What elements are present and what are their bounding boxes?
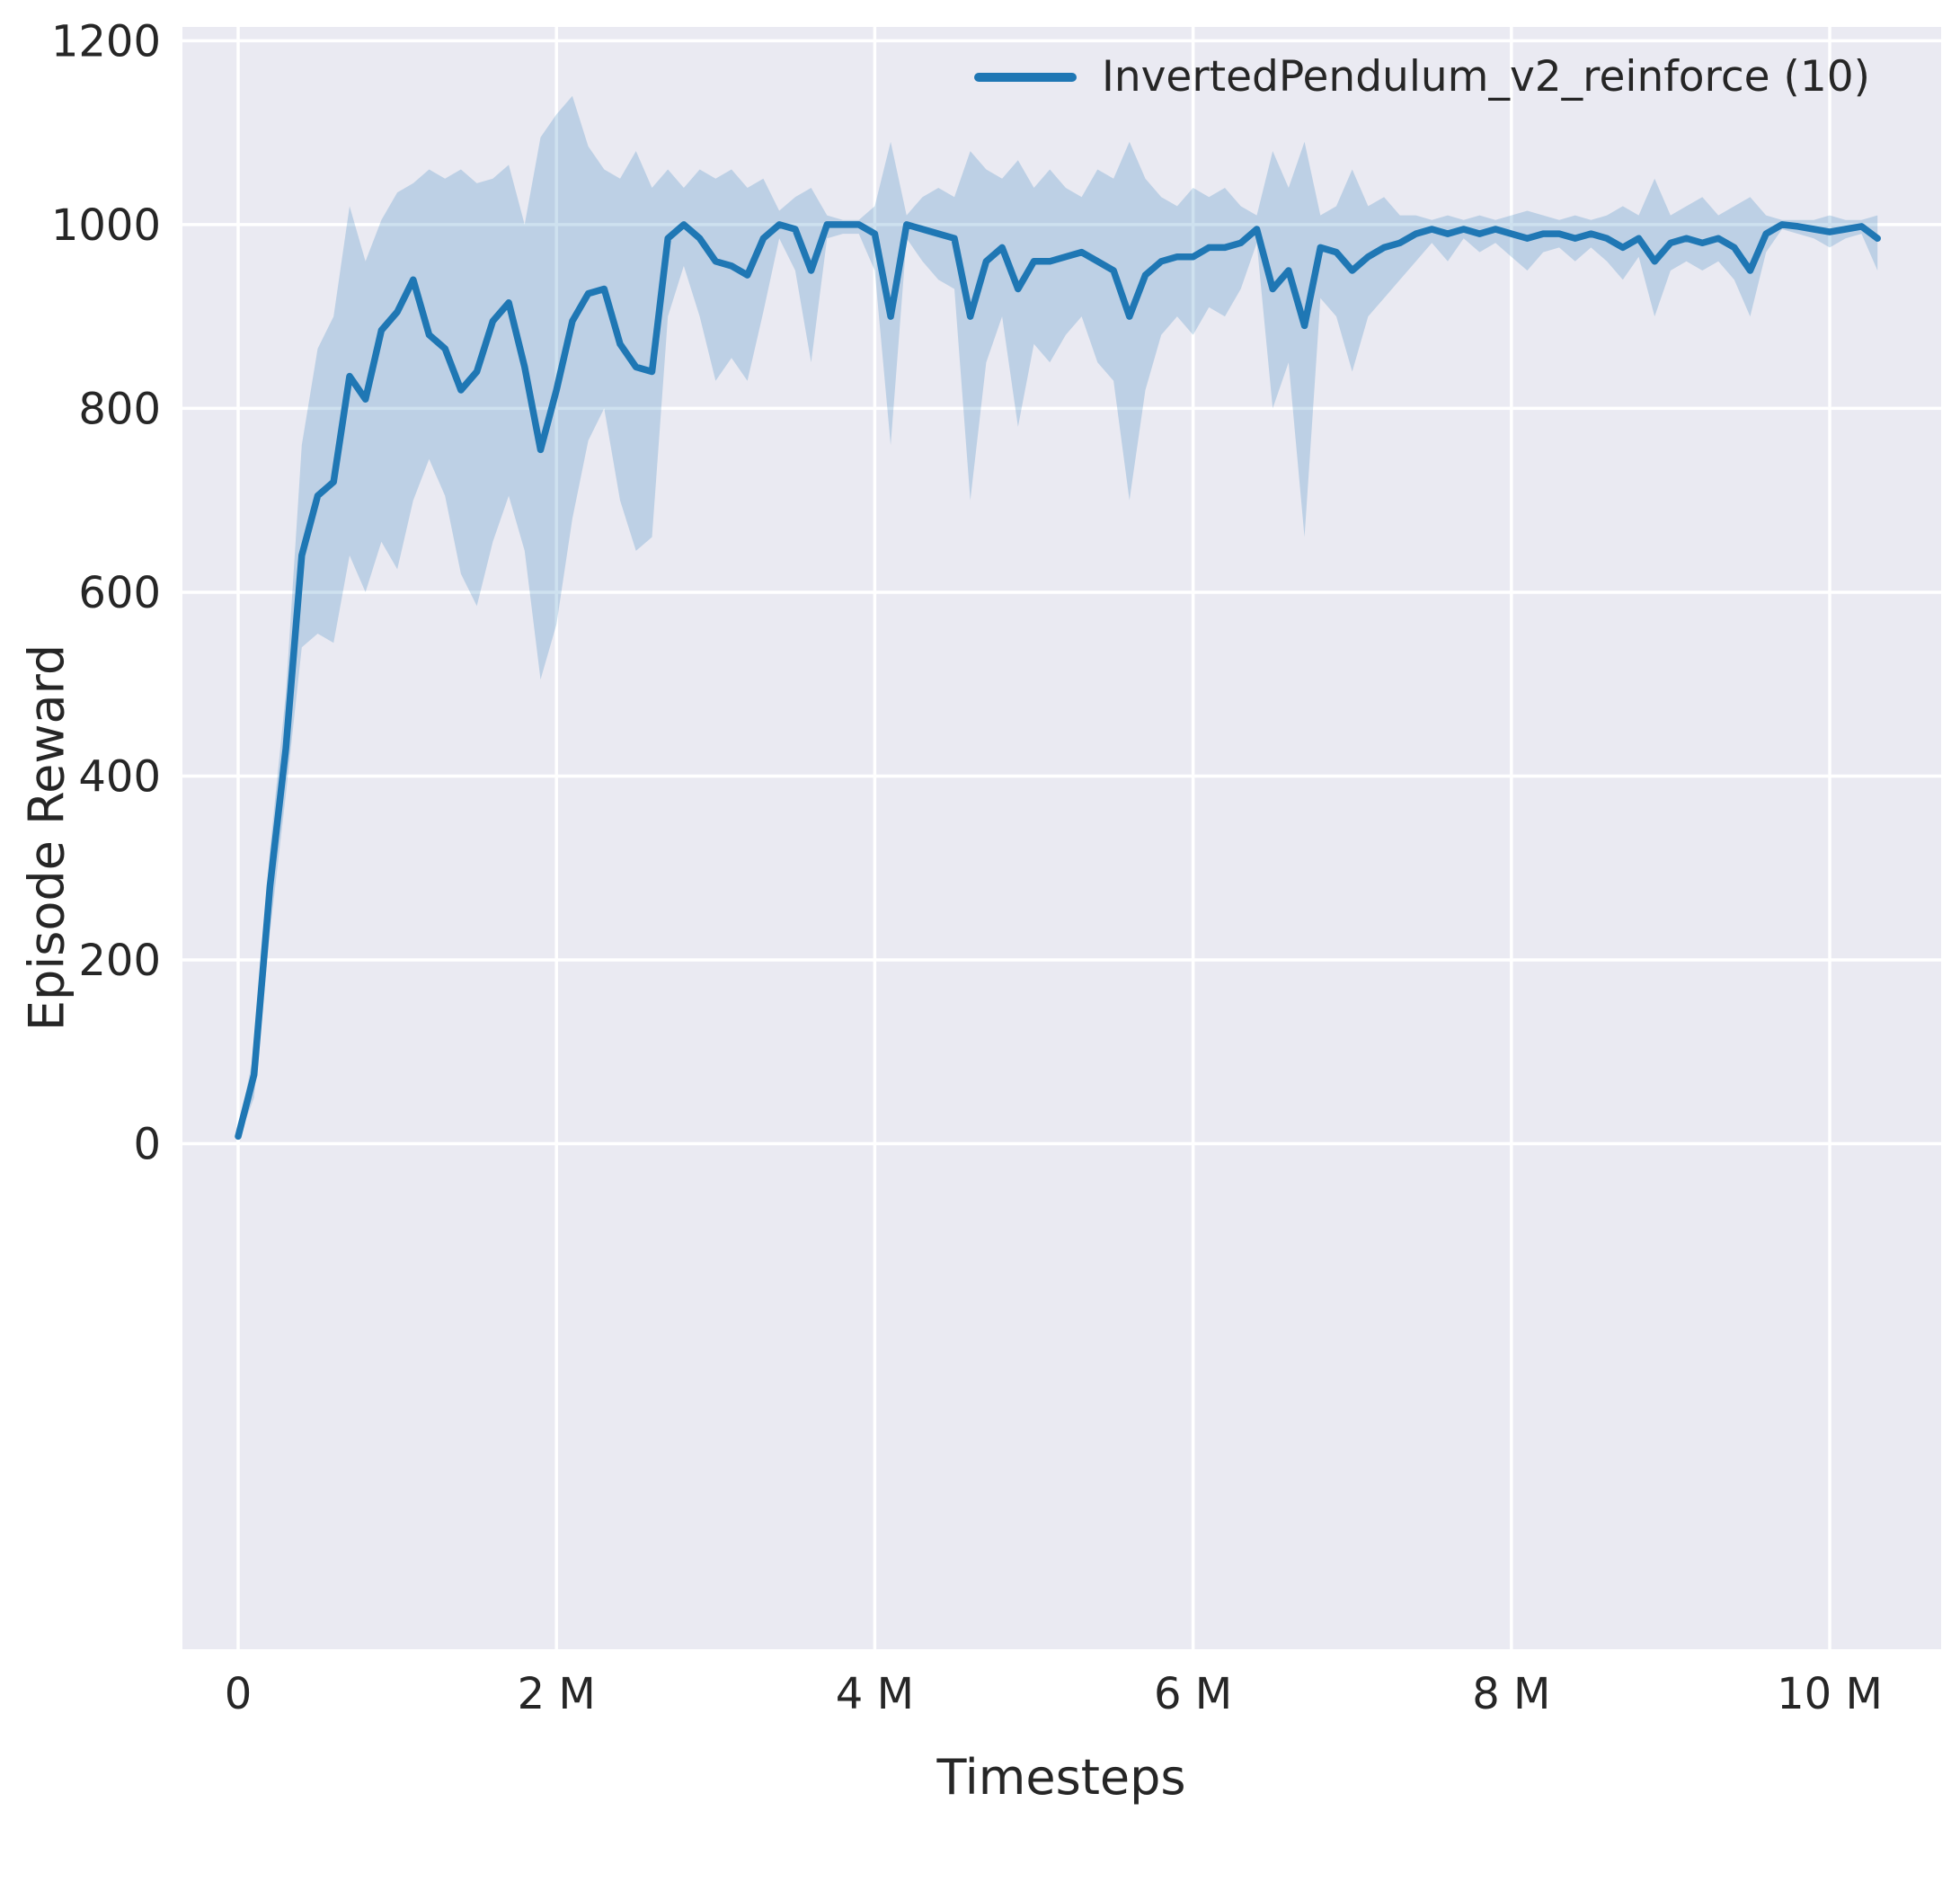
x-tick-label: 6 M — [1154, 1669, 1232, 1719]
y-tick-label: 1000 — [51, 200, 161, 251]
legend-line-sample — [973, 72, 1077, 82]
x-tick-label: 10 M — [1777, 1669, 1883, 1719]
legend: InvertedPendulum_v2_reinforce (10) — [973, 52, 1870, 102]
y-tick-label: 1200 — [51, 16, 161, 67]
mean-reward-line — [235, 221, 1881, 1141]
x-tick-label: 2 M — [518, 1669, 596, 1719]
y-tick-label: 800 — [78, 384, 161, 434]
y-tick-label: 600 — [78, 568, 161, 618]
legend-series-label: InvertedPendulum_v2_reinforce (10) — [1101, 52, 1870, 102]
x-tick-label: 0 — [225, 1669, 253, 1719]
y-tick-label: 200 — [78, 936, 161, 986]
y-tick-label: 0 — [133, 1120, 161, 1170]
plot-area — [182, 27, 1941, 1649]
y-axis-label: Episode Reward — [18, 644, 75, 1032]
x-axis-label: Timesteps — [936, 1749, 1186, 1806]
x-tick-label: 8 M — [1472, 1669, 1550, 1719]
confidence-band — [238, 95, 1878, 1141]
x-tick-label: 4 M — [836, 1669, 914, 1719]
y-tick-label: 400 — [78, 751, 161, 802]
